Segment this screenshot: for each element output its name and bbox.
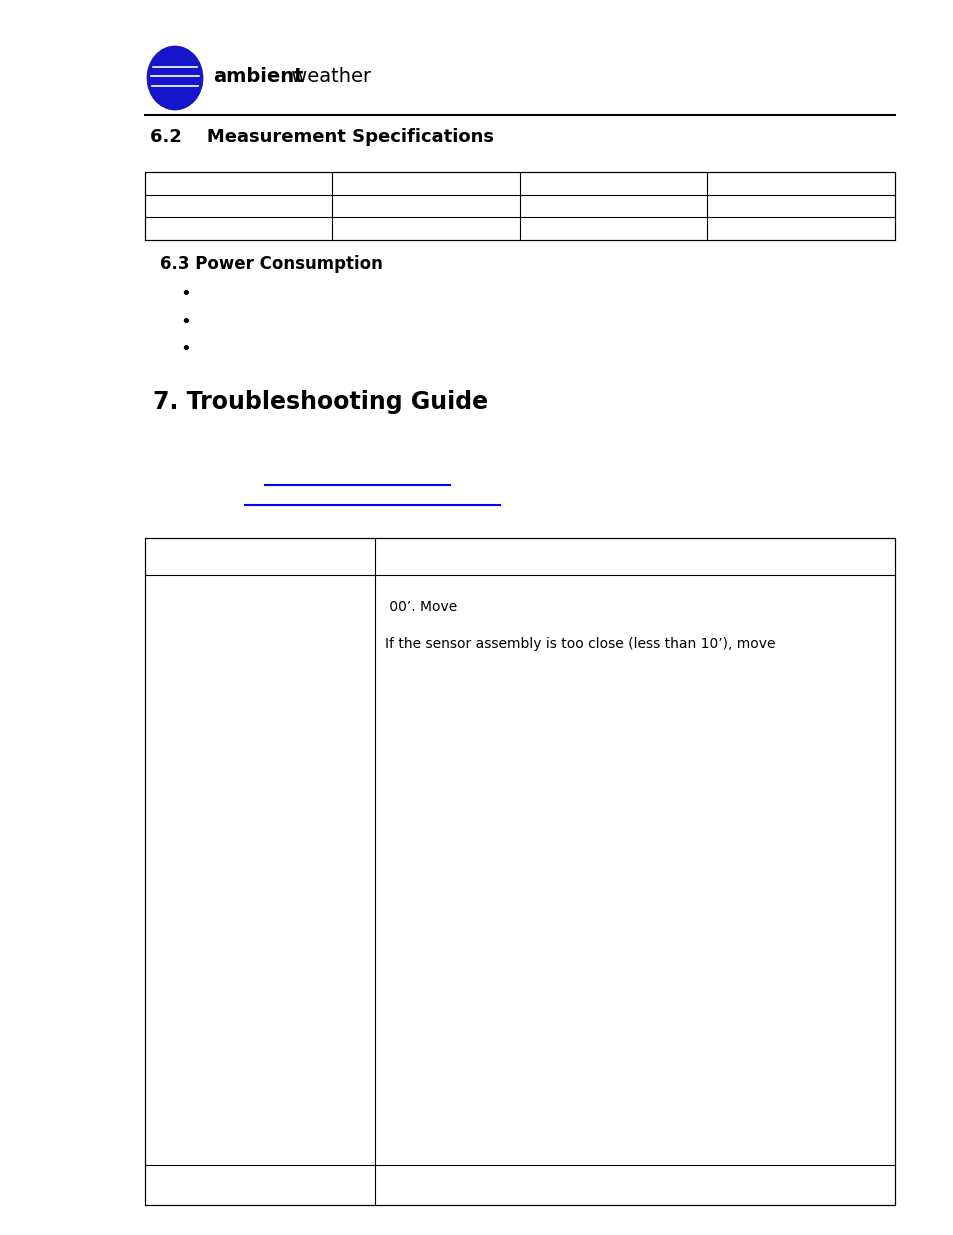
Ellipse shape — [147, 46, 203, 110]
Bar — [145, 172, 894, 240]
Text: •: • — [180, 312, 191, 331]
Text: 6.3 Power Consumption: 6.3 Power Consumption — [160, 254, 382, 273]
Text: 6.2    Measurement Specifications: 6.2 Measurement Specifications — [150, 128, 494, 146]
Text: 7. Troubleshooting Guide: 7. Troubleshooting Guide — [152, 390, 488, 414]
Text: ambient: ambient — [213, 67, 303, 85]
Text: 00’. Move: 00’. Move — [385, 600, 456, 614]
Text: If the sensor assembly is too close (less than 10’), move: If the sensor assembly is too close (les… — [385, 637, 775, 651]
Text: weather: weather — [285, 67, 371, 85]
Text: •: • — [180, 285, 191, 303]
Text: •: • — [180, 340, 191, 358]
Bar — [145, 538, 894, 1205]
